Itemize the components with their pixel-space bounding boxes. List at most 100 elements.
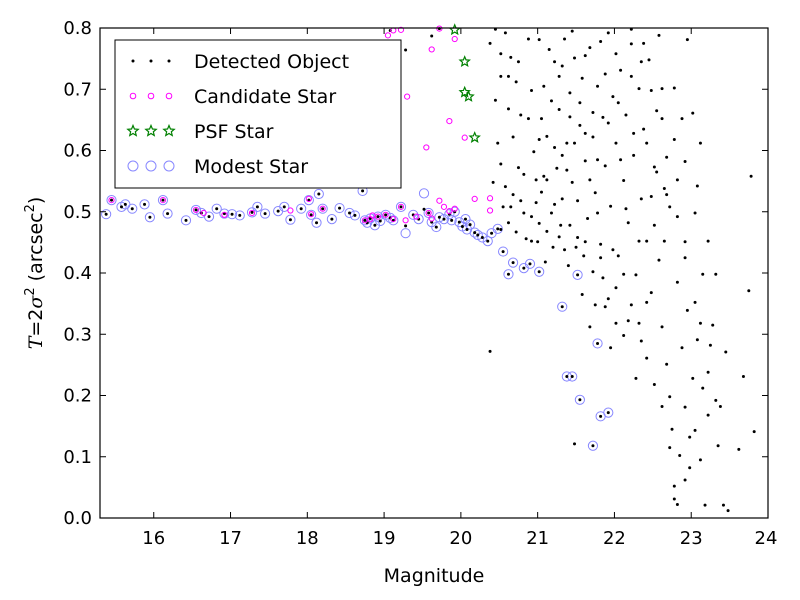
legend-marker-modest [145,160,157,172]
detected-object-point [616,101,620,105]
detected-object-point [288,218,292,222]
detected-object-point [591,135,595,139]
detected-object-point [576,199,580,203]
y-tick-label: 0.3 [63,324,92,345]
y-tick-label: 0.6 [63,141,92,162]
detected-object-point [583,159,587,163]
detected-object-point [647,58,651,62]
candidate-star-point [200,209,207,217]
detected-object-point [596,84,600,88]
detected-object-point [509,205,513,209]
detected-object-point [685,38,689,42]
modest-star-point [464,219,476,230]
legend-box [114,39,402,189]
psf-star-point [462,90,475,102]
detected-object-point [583,240,587,244]
y-label-unit-open: (arcsec [25,212,47,281]
detected-object-point [123,202,127,206]
legend-marker-detected [167,59,171,63]
detected-object-point [499,74,503,78]
detected-object-point [143,202,147,206]
modest-star-point [498,246,509,257]
modest-star-point [203,211,215,222]
detected-object-point [516,166,520,170]
detected-object-point [563,37,567,41]
detected-object-point [473,231,477,235]
candidate-star-point [374,213,382,220]
detected-object-point [348,211,352,215]
modest-star-point [413,214,424,225]
modest-star-point [344,207,355,219]
detected-object-point [611,248,615,252]
detected-object-point [549,99,553,103]
detected-object-point [747,289,751,293]
psf-star-point [468,131,481,143]
detected-object-point [672,497,676,501]
modest-star-point [400,228,411,239]
detected-object-point [606,31,610,35]
detected-object-point [230,212,234,216]
y-tick-label: 0.7 [63,79,92,100]
legend-marker-detected [149,59,153,63]
detected-object-point [215,207,219,211]
detected-object-point [511,193,515,197]
detected-object-point [632,153,636,157]
candidate-star-point [404,93,411,100]
detected-object-point [568,115,572,119]
detected-object-point [568,91,572,95]
detected-object-point [652,382,656,386]
series-modest-star [101,185,614,451]
detected-object-point [695,184,699,188]
detected-object-point [338,206,342,210]
detected-object-point [330,217,334,221]
detected-object-point [570,375,574,379]
modest-star-point [285,214,296,225]
candidate-star-point [413,213,420,220]
svg-text:T=2σ2(arcsec2): T=2σ2(arcsec2) [23,197,47,350]
candidate-star-point [397,26,405,33]
detected-object-point [691,376,695,380]
detected-object-point [530,88,534,92]
detected-object-point [622,272,626,276]
series-psf-star [448,23,481,143]
detected-object-point [609,346,613,350]
detected-object-point [565,168,569,172]
detected-object-point [691,111,695,115]
detected-object-point [726,509,730,513]
candidate-star-point [159,197,167,204]
detected-object-point [573,442,577,446]
detected-object-point [665,362,669,366]
detected-object-point [537,38,541,42]
detected-object-point [566,264,570,268]
candidate-star-point [402,217,409,224]
x-tick-label: 17 [219,528,242,549]
detected-object-point [263,212,267,216]
legend-marker-candidate [165,92,173,100]
detected-object-point [547,47,551,51]
detected-object-point [752,430,756,434]
detected-object-point [680,117,684,121]
detected-object-point [672,137,676,141]
detected-object-point [309,213,313,217]
detected-object-point [501,250,505,254]
x-tick-label: 16 [142,528,165,549]
modest-star-point [234,210,245,221]
detected-object-point [543,260,547,264]
detected-object-point [565,141,569,145]
x-tick-label: 18 [296,528,319,549]
modest-star-point [326,214,337,225]
detected-object-point [603,164,607,168]
detected-object-point [632,131,636,135]
detected-object-point [698,321,702,325]
candidate-star-point [390,216,397,223]
points-layer [101,23,756,513]
detected-object-point [596,341,600,345]
detected-object-point [537,137,541,141]
detected-object-point [559,223,563,227]
detected-object-point [519,199,523,203]
detected-object-point [660,325,664,329]
detected-object-point [637,321,641,325]
detected-object-point [545,134,549,138]
y-label-sigma: σ [25,295,47,309]
